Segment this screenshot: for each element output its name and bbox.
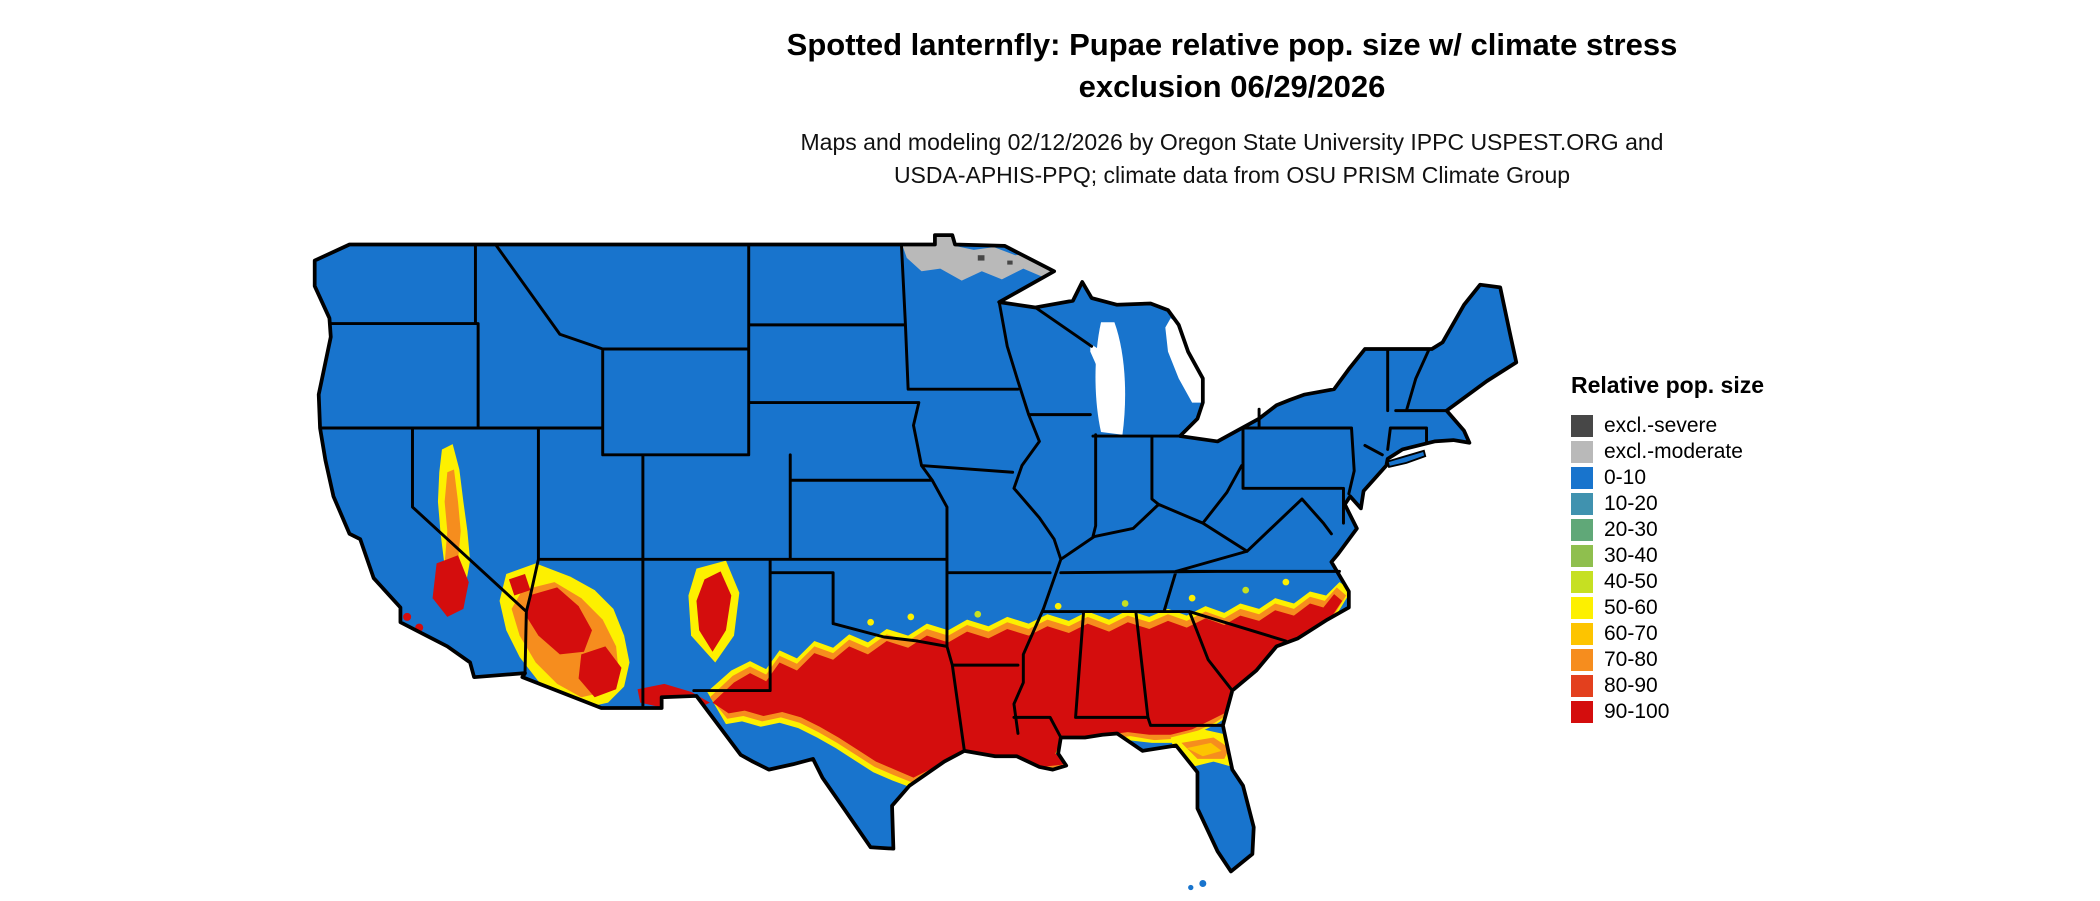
legend-label: 70-80 [1604,648,1658,671]
legend-swatch [1571,519,1593,541]
legend-row: 50-60 [1571,597,1831,619]
region-base-0-10 [314,235,1517,872]
region-excl-severe-speck [977,255,985,261]
legend-swatch [1571,545,1593,567]
legend-label: excl.-moderate [1604,440,1743,463]
legend-swatch [1571,441,1593,463]
legend-label: 0-10 [1604,466,1647,489]
patch-az-90-100 [508,574,531,596]
us-outline [312,233,1519,874]
legend-label: 20-30 [1604,518,1658,541]
legend-row: excl.-severe [1571,415,1831,437]
page-title-line2: exclusion 06/29/2026 [1078,69,1386,104]
legend-swatch [1571,467,1593,489]
page-title-line1: Spotted lanternfly: Pupae relative pop. … [786,27,1678,62]
band-90-100-south [712,594,1343,778]
florida-keys [1199,879,1207,887]
page-title: Spotted lanternfly: Pupae relative pop. … [432,24,2032,108]
region-excl-severe-speck [1007,260,1013,265]
legend-swatch [1571,597,1593,619]
patch-ca-coast-90-100 [403,612,412,621]
legend-row: 0-10 [1571,467,1831,489]
legend-label: 60-70 [1604,622,1658,645]
legend-row: 20-30 [1571,519,1831,541]
legend-row: 60-70 [1571,623,1831,645]
legend-row: 10-20 [1571,493,1831,515]
legend-row: 90-100 [1571,701,1831,723]
legend-row: 30-40 [1571,545,1831,567]
page-subtitle-line1: Maps and modeling 02/12/2026 by Oregon S… [800,129,1664,155]
lake-michigan [1095,322,1126,435]
legend-label: 50-60 [1604,596,1658,619]
legend-swatch [1571,649,1593,671]
patch-az-90-100 [578,646,622,698]
legend-swatch [1571,415,1593,437]
legend-label: 80-90 [1604,674,1658,697]
legend-swatch [1571,675,1593,697]
legend-swatch [1571,571,1593,593]
legend-label: 90-100 [1604,700,1670,723]
lake-huron [1165,318,1203,403]
green-bay [1090,343,1107,376]
long-island [1386,449,1427,468]
legend-row: 40-50 [1571,571,1831,593]
patch-ca-south-90-100 [432,555,469,617]
legend-label: excl.-severe [1604,414,1718,437]
legend-row: excl.-moderate [1571,441,1831,463]
patch-az-90-100 [525,587,592,655]
us-map [308,231,1527,901]
legend-label: 30-40 [1604,544,1658,567]
state-borders [318,243,1449,753]
legend-label: 40-50 [1604,570,1658,593]
legend-row: 80-90 [1571,675,1831,697]
legend-title: Relative pop. size [1571,372,1765,398]
legend-row: 70-80 [1571,649,1831,671]
patch-ca-coast-90-100 [409,634,416,642]
page-subtitle-line2: USDA-APHIS-PPQ; climate data from OSU PR… [893,162,1571,188]
us-map-canvas [312,233,1519,891]
legend: Relative pop. size excl.-severe excl.-mo… [1571,372,1831,727]
florida-keys [1188,884,1194,891]
header: Spotted lanternfly: Pupae relative pop. … [432,24,2032,192]
band-edge-speckles [867,578,1290,626]
patch-nm-valley-90-100 [696,571,732,652]
legend-swatch [1571,701,1593,723]
legend-swatch [1571,623,1593,645]
legend-swatch [1571,493,1593,515]
patch-ca-valley-70-80 [444,469,461,577]
patch-fl-north-60-70 [1186,742,1222,757]
legend-label: 10-20 [1604,492,1658,515]
page-subtitle: Maps and modeling 02/12/2026 by Oregon S… [432,126,2032,192]
